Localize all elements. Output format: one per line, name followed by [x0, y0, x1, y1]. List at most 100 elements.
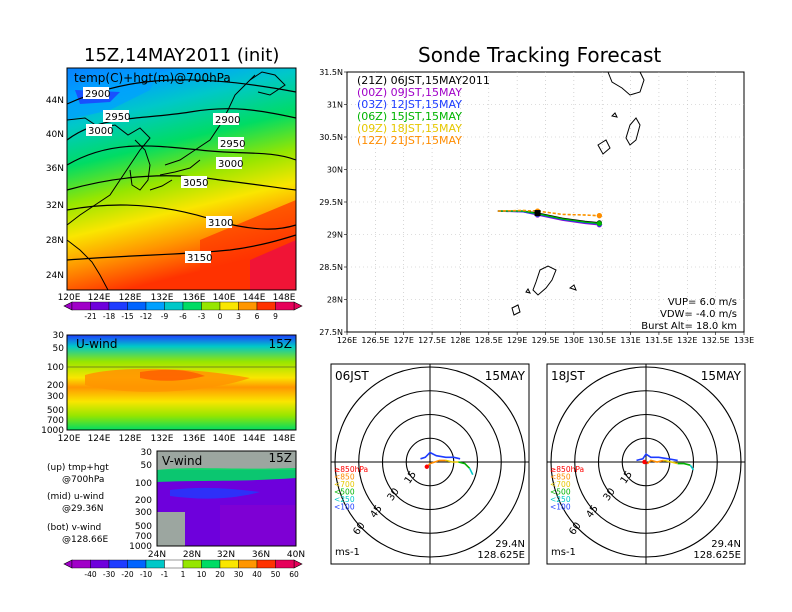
vwind-ytick-200: 200: [135, 496, 152, 506]
temp-colorbar-swatch: [275, 301, 295, 311]
uwind-xtick-124e: 124E: [88, 434, 111, 444]
temp-colorbar-swatch: [108, 301, 128, 311]
lat-tick-44n: 44N: [46, 96, 64, 106]
uwind-xtick-120e: 120E: [58, 434, 81, 444]
wind-colorbar-swatch: [108, 559, 128, 569]
wind-colorbar-swatch: [275, 559, 295, 569]
wind-colorbar-swatch: [256, 559, 276, 569]
uwind-label: U-wind: [76, 337, 117, 351]
lon-tick-136e: 136E: [183, 293, 206, 303]
wind-colorbar-swatch: [127, 559, 147, 569]
temp-colorbar-label: 9: [273, 312, 278, 321]
wind-colorbar-label: 40: [252, 570, 262, 579]
wind-colorbar-label: -20: [121, 570, 133, 579]
uwind-ytick-700: 700: [47, 416, 64, 426]
wind-colorbar-label: 1: [181, 570, 186, 579]
wind-colorbar-swatch: [238, 559, 258, 569]
lon-tick-144e: 144E: [243, 293, 266, 303]
contour-label-2900b: 2900: [215, 115, 240, 126]
wind-colorbar-swatch: [90, 559, 110, 569]
wind-colorbar-swatch: [182, 559, 202, 569]
right-title: Sonde Tracking Forecast: [418, 43, 662, 67]
vwind-ytick-30: 30: [141, 448, 153, 458]
legend-up-level: @700hPa: [62, 475, 104, 485]
lon-tick-128e: 128E: [119, 293, 142, 303]
contour-label-2950b: 2950: [220, 139, 245, 150]
temp-colorbar-swatch: [164, 301, 184, 311]
wind-colorbar-label: 50: [271, 570, 281, 579]
vwind-time: 15Z: [269, 451, 293, 465]
lat-tick-24n: 24N: [46, 271, 64, 281]
uwind-xtick-136e: 136E: [183, 434, 206, 444]
legend-up: (up) tmp+hgt: [47, 463, 109, 473]
temp-colorbar: -21 -18 -15 -12 -9 -6 -3 0 3 6 9: [63, 301, 303, 321]
legend-mid-lat: @29.36N: [62, 504, 104, 514]
lat-tick-28n: 28N: [46, 236, 64, 246]
temp-colorbar-swatch: [238, 301, 258, 311]
wind-colorbar-swatch: [71, 559, 91, 569]
vwind-label: V-wind: [162, 454, 202, 468]
lon-tick-148e: 148E: [273, 293, 296, 303]
temp-colorbar-arrow-right: [293, 301, 303, 311]
lat-tick-32n: 32N: [46, 201, 64, 211]
vwind-xtick-40n: 40N: [287, 550, 305, 560]
vwind-xtick-36n: 36N: [252, 550, 270, 560]
vwind-ytick-500: 500: [135, 522, 152, 532]
uwind-time: 15Z: [269, 337, 293, 351]
lat-tick-36n: 36N: [46, 164, 64, 174]
vwind-ytick-100: 100: [135, 479, 152, 489]
temp-colorbar-label: 3: [236, 312, 241, 321]
contour-label-3100: 3100: [208, 218, 233, 229]
vwind-ytick-1000: 1000: [129, 542, 152, 552]
legend-bot: (bot) v-wind: [47, 523, 101, 533]
wind-colorbar-label: -30: [103, 570, 115, 579]
temp-colorbar-label: -6: [179, 312, 187, 321]
vwind-xtick-24n: 24N: [148, 550, 166, 560]
wind-colorbar-swatch: [164, 559, 184, 569]
temp-colorbar-label: -12: [140, 312, 152, 321]
temp-colorbar-swatch: [256, 301, 276, 311]
contour-label-3150: 3150: [187, 253, 212, 264]
temp-colorbar-label: 0: [218, 312, 223, 321]
temp-colorbar-swatch: [90, 301, 110, 311]
contour-label-3000b: 3000: [218, 159, 243, 170]
lat-tick-40n: 40N: [46, 130, 64, 140]
lon-tick-132e: 132E: [151, 293, 174, 303]
temp-colorbar-label: -9: [161, 312, 169, 321]
uwind-ytick-500: 500: [47, 406, 64, 416]
wind-colorbar-label: -40: [84, 570, 96, 579]
uwind-ytick-100: 100: [47, 363, 64, 373]
left-title: 15Z,14MAY2011 (init): [84, 45, 280, 66]
temp-colorbar-label: 6: [255, 312, 260, 321]
wind-colorbar-label: -10: [140, 570, 152, 579]
temp-colorbar-swatch: [201, 301, 221, 311]
uwind-ytick-200: 200: [47, 381, 64, 391]
lon-tick-120e: 120E: [58, 293, 81, 303]
temp-colorbar-label: -18: [103, 312, 115, 321]
wind-colorbar: -40 -30 -20 -10 -1 1 10 20 30 40 50 60: [63, 559, 303, 579]
vwind-ytick-50: 50: [141, 461, 153, 471]
uwind-xtick-132e: 132E: [151, 434, 174, 444]
vwind-ytick-700: 700: [135, 532, 152, 542]
vwind-xtick-32n: 32N: [217, 550, 235, 560]
wind-colorbar-swatch: [145, 559, 165, 569]
temp-colorbar-swatch: [145, 301, 165, 311]
temp-colorbar-label: -21: [84, 312, 96, 321]
temp-colorbar-swatch: [219, 301, 239, 311]
uwind-xtick-144e: 144E: [243, 434, 266, 444]
lon-tick-140e: 140E: [213, 293, 236, 303]
temp-colorbar-swatch: [71, 301, 91, 311]
contour-label-2900a: 2900: [85, 89, 110, 100]
uwind-ytick-30: 30: [53, 331, 65, 341]
wind-colorbar-label: 30: [234, 570, 244, 579]
uwind-xtick-140e: 140E: [213, 434, 236, 444]
temp-colorbar-swatch: [182, 301, 202, 311]
wind-colorbar-arrow-left: [63, 559, 73, 569]
wind-colorbar-label: 10: [197, 570, 207, 579]
vwind-xtick-28n: 28N: [183, 550, 201, 560]
legend-mid: (mid) u-wind: [47, 492, 104, 502]
temp-colorbar-arrow-left: [63, 301, 73, 311]
uwind-ytick-1000: 1000: [41, 426, 64, 436]
uwind-xtick-128e: 128E: [119, 434, 142, 444]
